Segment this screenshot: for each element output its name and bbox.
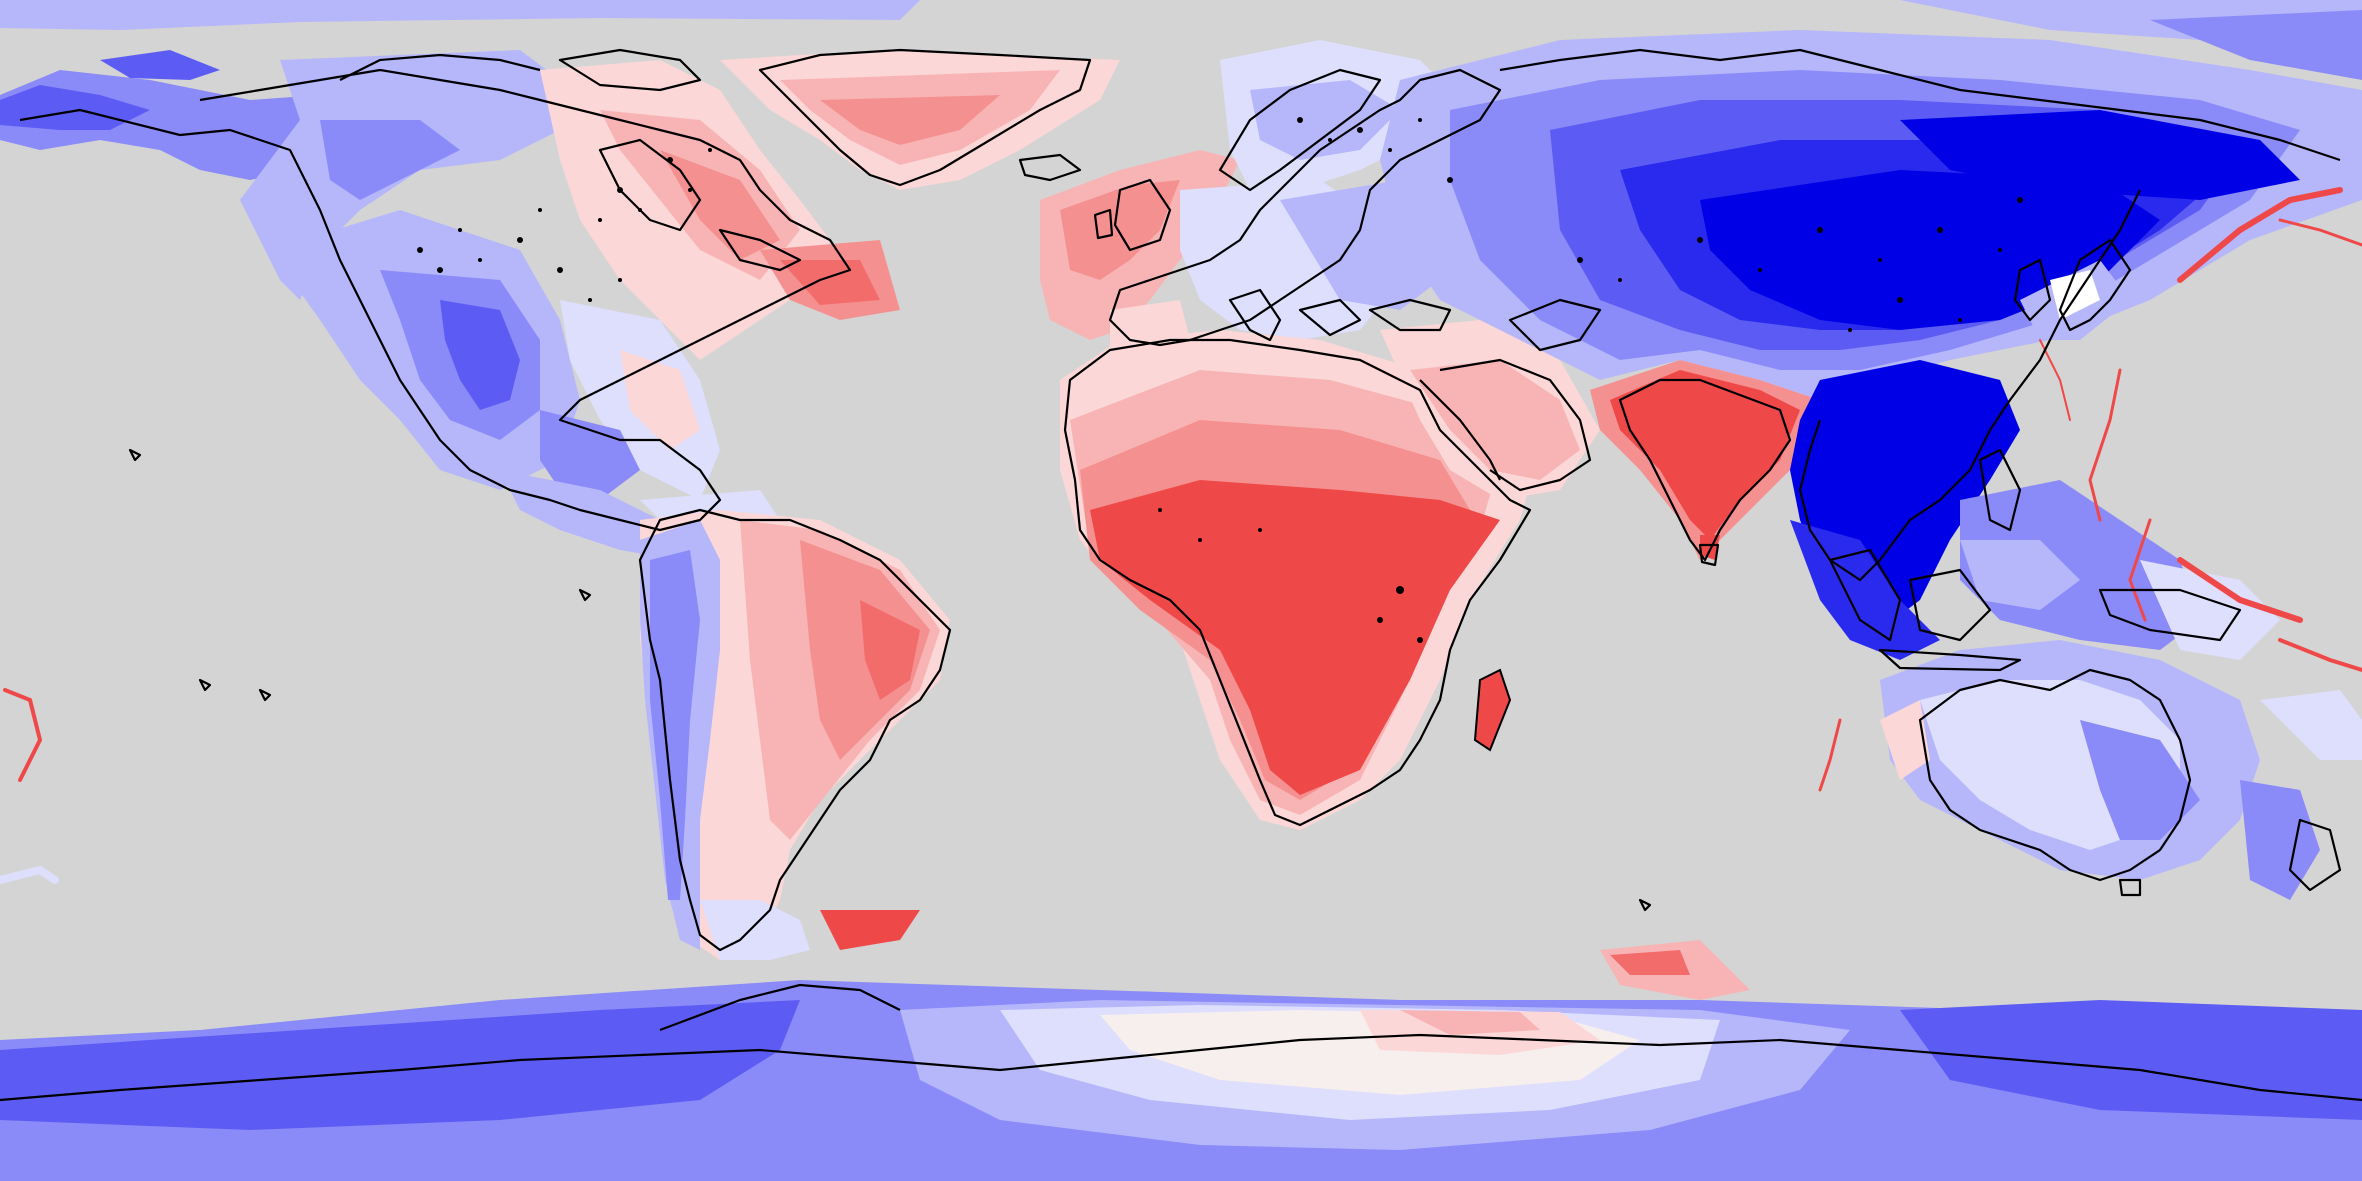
antarctica-west-region bbox=[0, 1000, 800, 1130]
coastline-south-america bbox=[638, 508, 952, 952]
rocky-mountains-region bbox=[440, 300, 520, 410]
coastline-arabia bbox=[1439, 358, 1592, 492]
coastline-india bbox=[1618, 378, 1792, 562]
coastline-australia bbox=[1918, 668, 2192, 882]
coastlines bbox=[0, 48, 2362, 1102]
coastline-africa bbox=[1063, 338, 1532, 827]
europe bbox=[1040, 40, 1460, 360]
south-america bbox=[640, 510, 950, 960]
arctic-bands bbox=[0, 0, 2362, 80]
madagascar bbox=[1473, 668, 1512, 752]
india-region bbox=[1610, 370, 1800, 540]
coastline-north-america bbox=[19, 68, 852, 532]
north-america bbox=[0, 50, 900, 560]
antarctica bbox=[0, 940, 2362, 1181]
africa bbox=[1060, 330, 1540, 830]
antarctica-east-region bbox=[1900, 1000, 2362, 1120]
lake-stipple bbox=[417, 117, 2023, 643]
western-europe-region bbox=[1060, 180, 1180, 280]
asia bbox=[1380, 30, 2362, 660]
coastline-europe bbox=[1108, 68, 1502, 347]
coastline-antarctica bbox=[0, 1033, 2362, 1102]
pacific-ridges bbox=[0, 187, 2362, 884]
coastline-greenland bbox=[758, 48, 1092, 187]
greenland bbox=[720, 50, 1120, 190]
middle-east bbox=[1380, 320, 1600, 500]
australia bbox=[1880, 640, 2362, 900]
africa-region bbox=[1090, 480, 1500, 795]
coastline-east-asia bbox=[1798, 189, 2141, 582]
arabian-peninsula-region bbox=[1410, 360, 1580, 480]
